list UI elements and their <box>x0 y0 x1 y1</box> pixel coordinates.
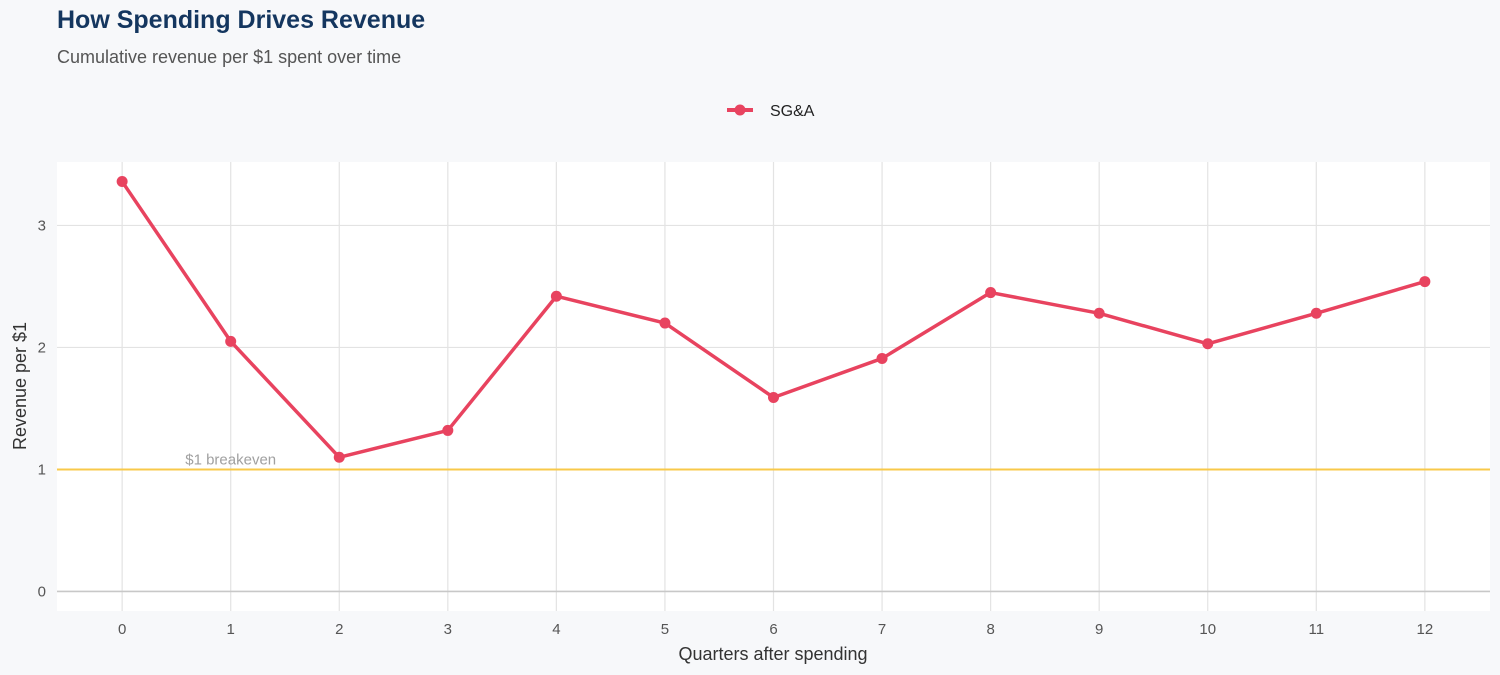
data-point <box>225 335 237 347</box>
data-point <box>550 290 562 302</box>
data-point <box>876 352 888 364</box>
legend-label-sga: SG&A <box>770 103 815 120</box>
x-axis-label: Quarters after spending <box>678 644 867 664</box>
y-tick-label: 1 <box>38 461 46 478</box>
y-tick-label: 2 <box>38 339 46 356</box>
breakeven-annotation: $1 breakeven <box>185 451 276 468</box>
chart-title: How Spending Drives Revenue <box>57 6 426 34</box>
breakeven-line-group: $1 breakeven <box>57 451 1490 471</box>
y-axis-label: Revenue per $1 <box>10 322 30 450</box>
data-point <box>768 391 779 403</box>
data-point <box>1419 276 1431 288</box>
legend: SG&A <box>727 103 815 120</box>
x-tick-label: 2 <box>335 621 343 638</box>
x-tick-label: 5 <box>661 621 669 638</box>
x-tick-label: 9 <box>1095 621 1103 638</box>
data-point <box>1310 307 1322 319</box>
x-tick-label: 11 <box>1309 621 1325 638</box>
series-group <box>116 176 1431 463</box>
x-tick-label: 3 <box>444 621 452 638</box>
x-tick-label: 6 <box>769 621 777 638</box>
data-point <box>985 287 997 299</box>
chart-subtitle: Cumulative revenue per $1 spent over tim… <box>57 47 402 67</box>
x-tick-label: 0 <box>118 621 126 638</box>
x-tick-label: 8 <box>986 621 994 638</box>
legend-marker-sga <box>734 104 746 116</box>
data-point <box>1093 307 1105 319</box>
x-tick-label: 7 <box>878 621 886 638</box>
x-tick-label: 12 <box>1417 621 1434 638</box>
x-tick-label: 10 <box>1199 621 1216 638</box>
x-tick-label: 1 <box>227 621 235 638</box>
data-point <box>333 451 345 463</box>
y-tick-label: 3 <box>38 217 46 234</box>
data-point <box>659 317 671 329</box>
y-tick-label: 0 <box>38 583 46 600</box>
data-point <box>116 176 128 188</box>
data-point <box>442 424 454 436</box>
x-tick-label: 4 <box>552 621 560 638</box>
data-point <box>1202 338 1214 350</box>
